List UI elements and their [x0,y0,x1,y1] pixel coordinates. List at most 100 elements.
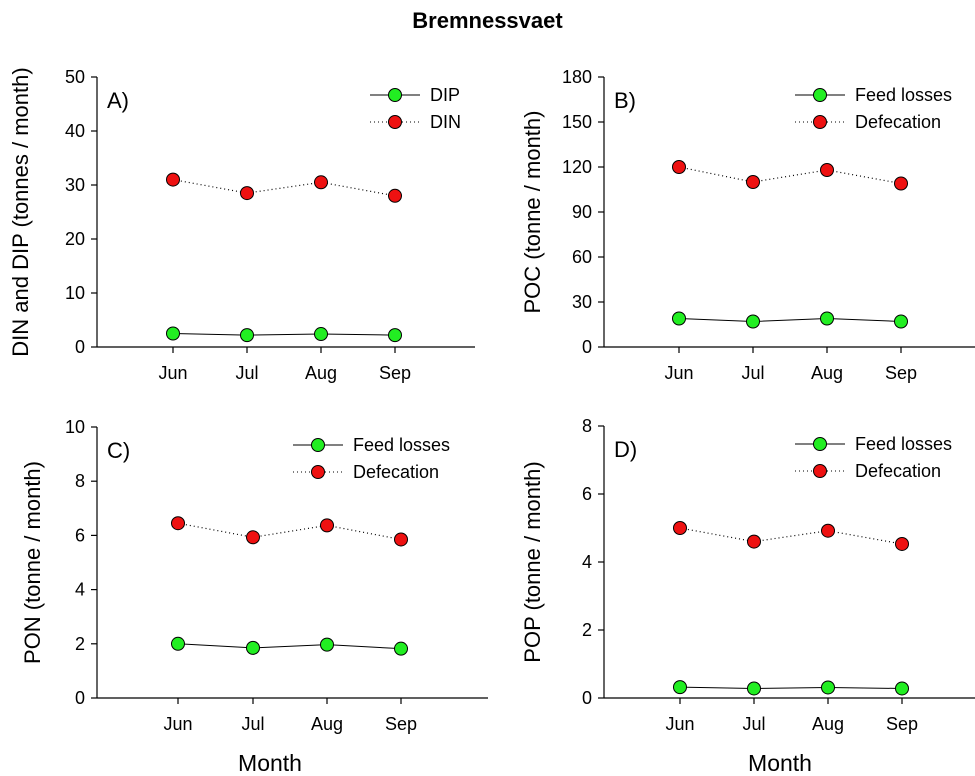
x-tick-label: Jul [235,363,258,383]
series-line-defecation [679,527,903,545]
y-tick-label: 6 [582,484,592,504]
y-tick-label: 4 [75,580,85,600]
data-point-din [166,172,180,187]
data-point-feed-losses [895,681,909,696]
y-tick-label: 4 [582,552,592,572]
legend-marker [311,465,325,479]
y-tick-label: 60 [572,247,592,267]
data-point-feed-losses [171,636,185,651]
data-point-dip [240,328,254,343]
data-point-defecation [673,521,687,535]
data-point-din [240,186,254,201]
data-point-feed-losses [746,314,760,329]
data-point-defecation [246,530,260,545]
x-tick-label: Sep [886,714,918,734]
legend-label: DIN [430,112,461,132]
y-tick-label: 90 [572,202,592,222]
data-point-feed-losses [672,311,686,326]
y-tick-label: 10 [65,417,85,437]
legend-label: Feed losses [353,435,450,455]
data-point-feed-losses [320,637,334,652]
y-tick-label: 0 [582,688,592,708]
series-line-feed-losses [177,643,402,650]
data-point-defecation [747,534,761,549]
series-line-din [172,179,396,197]
y-tick-label: 150 [562,112,592,132]
data-point-feed-losses [246,640,260,655]
data-point-defecation [320,518,334,533]
data-point-feed-losses [673,680,687,695]
x-tick-label: Jun [665,714,694,734]
panel-a: 0 10 20 30 40 50 Jun Jul Aug Sep DIN and DIP (tonn… [8,67,475,383]
legend-label: Defecation [353,462,439,482]
series-line-feed-losses [679,686,903,689]
y-tick-label: 30 [572,292,592,312]
y-tick-label: 2 [75,634,85,654]
legend-label: DIP [430,85,460,105]
y-tick-label: 6 [75,525,85,545]
panel-b: 0 30 60 90 120 150 180 Jun Jul Aug Sep POC (tonne /… [520,67,975,383]
y-tick-label: 20 [65,229,85,249]
data-point-feed-losses [820,311,834,326]
data-point-defecation [394,532,408,547]
x-tick-label: Sep [385,714,417,734]
x-tick-label: Jul [241,714,264,734]
data-point-feed-losses [821,680,835,695]
data-point-dip [388,328,402,343]
figure-title: Bremnessvaet [412,8,563,33]
legend-marker [813,437,827,451]
y-tick-label: 2 [582,620,592,640]
legend-marker [388,88,402,102]
x-tick-label: Jul [741,363,764,383]
data-point-dip [166,326,180,341]
data-point-defecation [894,176,908,191]
legend-label: Defecation [855,112,941,132]
x-axis-label: Month [238,750,302,776]
y-tick-label: 0 [582,337,592,357]
y-tick-label: 8 [582,416,592,436]
y-axis-label: PON (tonne / month) [20,461,45,664]
x-tick-label: Sep [885,363,917,383]
data-point-defecation [746,175,760,189]
series-line-defecation [678,166,902,185]
panel-label: B) [614,88,636,113]
legend-marker [813,464,827,478]
x-tick-label: Jun [163,714,192,734]
data-point-feed-losses [747,681,761,696]
y-tick-label: 10 [65,283,85,303]
y-tick-label: 0 [75,688,85,708]
data-point-feed-losses [394,641,408,656]
legend-marker [813,115,827,129]
x-tick-label: Aug [812,714,844,734]
x-tick-label: Aug [305,363,337,383]
y-axis-label: POP (tonne / month) [520,461,545,662]
legend-label: Feed losses [855,85,952,105]
legend-label: Defecation [855,461,941,481]
panel-c: 0 2 4 6 8 10 Jun Jul Aug Sep PON (tonne / month) Mo… [20,417,488,776]
x-tick-label: Jul [742,714,765,734]
panel-label: C) [107,438,130,463]
y-tick-label: 40 [65,121,85,141]
y-tick-label: 0 [75,337,85,357]
x-tick-label: Jun [664,363,693,383]
x-tick-label: Aug [811,363,843,383]
y-axis-label: DIN and DIP (tonnes / month) [8,67,33,356]
y-axis-label: POC (tonne / month) [520,111,545,314]
legend-marker [311,438,325,452]
series-line-feed-losses [678,317,902,323]
panel-label: A) [107,88,129,113]
x-tick-label: Aug [311,714,343,734]
x-tick-label: Jun [158,363,187,383]
y-tick-label: 30 [65,175,85,195]
data-point-feed-losses [894,314,908,329]
data-point-defecation [820,163,834,177]
data-point-defecation [171,516,185,531]
x-axis-label: Month [748,750,812,776]
y-tick-label: 180 [562,67,592,87]
panel-d: 0 2 4 6 8 Jun Jul Aug Sep POP (tonne / month) Mont… [520,416,975,776]
series-line-dip [172,333,396,336]
data-point-defecation [895,536,909,551]
data-point-din [314,175,328,190]
data-point-dip [314,327,328,342]
